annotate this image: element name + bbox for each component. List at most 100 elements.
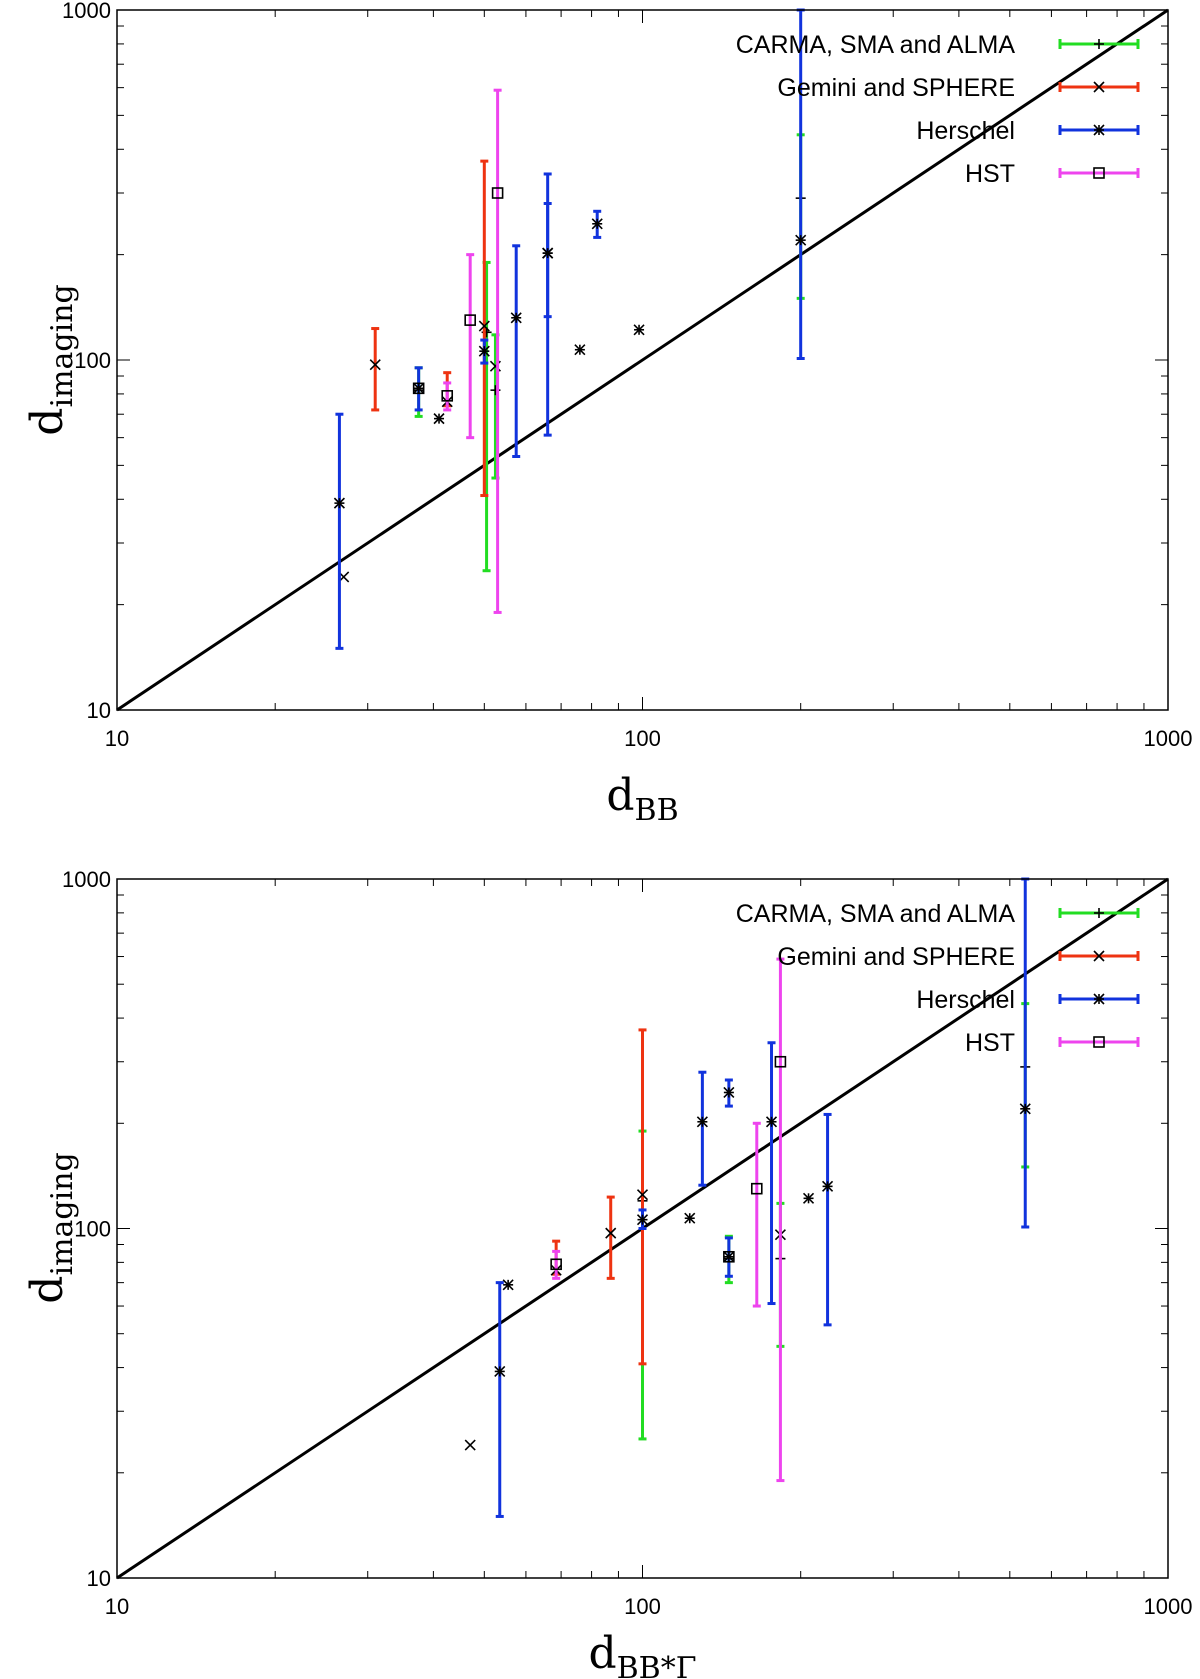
data-point bbox=[1019, 877, 1031, 1229]
y-axis-title-main: d bbox=[22, 1276, 73, 1304]
y-tick-label: 1000 bbox=[62, 0, 111, 23]
marker-star bbox=[510, 312, 522, 324]
data-point bbox=[412, 382, 425, 395]
legend-label: Herschel bbox=[916, 986, 1015, 1014]
data-point bbox=[765, 1041, 778, 1306]
data-point bbox=[633, 324, 645, 336]
marker-square bbox=[491, 187, 504, 199]
data-point bbox=[491, 88, 504, 614]
marker-stroke bbox=[605, 1227, 617, 1239]
marker-star bbox=[333, 497, 345, 509]
y-axis-title-main: d bbox=[22, 408, 73, 436]
series-square bbox=[550, 957, 787, 1483]
marker-star bbox=[574, 344, 586, 356]
x-axis-title-sub: BB bbox=[635, 793, 679, 828]
marker-star bbox=[1093, 993, 1105, 1005]
data-point bbox=[510, 244, 522, 459]
legend: CARMA, SMA and ALMA Gemini and SPHERE Hers… bbox=[736, 31, 1140, 188]
marker-star bbox=[433, 413, 445, 425]
marker-square bbox=[750, 1182, 763, 1195]
data-point bbox=[464, 1439, 476, 1451]
y-tick-label: 100 bbox=[74, 348, 111, 373]
marker-x bbox=[478, 320, 490, 332]
chart-panel-1: 10 100 1000 10 100 1000 CARMA, SMA and ALMA Gem… bbox=[22, 0, 1192, 828]
marker-stroke bbox=[1093, 81, 1105, 93]
data-point bbox=[802, 1192, 815, 1204]
data-point bbox=[441, 381, 454, 412]
marker-stroke bbox=[550, 1258, 562, 1271]
data-point bbox=[636, 1208, 649, 1230]
marker-x bbox=[636, 1189, 649, 1201]
data-point bbox=[464, 253, 476, 440]
series-plus bbox=[413, 133, 806, 573]
data-point bbox=[750, 1121, 763, 1308]
data-point bbox=[369, 327, 381, 412]
y-axis-title: dimaging bbox=[22, 1152, 80, 1303]
marker-square bbox=[1093, 167, 1105, 179]
marker-star bbox=[723, 1251, 735, 1263]
legend-label: Herschel bbox=[916, 117, 1015, 145]
data-point bbox=[723, 1250, 735, 1263]
data-point bbox=[550, 1249, 562, 1280]
y-axis-title-sub: imaging bbox=[45, 284, 80, 407]
legend-label: CARMA, SMA and ALMA bbox=[736, 31, 1016, 59]
legend-label: HST bbox=[965, 1029, 1015, 1057]
marker-x bbox=[1093, 950, 1105, 962]
marker-plus bbox=[1094, 908, 1104, 918]
x-tick-label: 100 bbox=[624, 726, 661, 751]
marker-star bbox=[413, 382, 425, 394]
marker-stroke bbox=[478, 320, 490, 332]
marker-plus bbox=[1094, 39, 1104, 49]
marker-star bbox=[802, 1192, 815, 1204]
marker-star bbox=[822, 1180, 834, 1192]
data-points bbox=[333, 8, 807, 650]
plot-frame bbox=[116, 9, 1169, 711]
marker-square bbox=[441, 390, 454, 402]
data-point bbox=[413, 366, 425, 412]
data-point bbox=[822, 1112, 834, 1327]
legend-label: HST bbox=[965, 160, 1015, 188]
data-point bbox=[684, 1212, 696, 1224]
marker-star bbox=[502, 1279, 514, 1291]
series-star bbox=[333, 8, 807, 650]
series-square bbox=[412, 88, 504, 614]
x-tick-label: 1000 bbox=[1144, 1594, 1193, 1619]
legend-label: Gemini and SPHERE bbox=[777, 943, 1015, 971]
marker-stroke bbox=[774, 1055, 787, 1068]
marker-square bbox=[550, 1258, 562, 1271]
x-axis-title-main: d bbox=[606, 770, 634, 821]
data-point bbox=[723, 1236, 735, 1278]
data-point bbox=[542, 201, 554, 319]
marker-stroke bbox=[464, 1439, 476, 1451]
marker-x bbox=[369, 359, 381, 371]
data-point bbox=[502, 1279, 514, 1291]
data-point bbox=[636, 1028, 649, 1366]
marker-stroke bbox=[1093, 167, 1105, 179]
y-tick-label: 10 bbox=[87, 698, 111, 723]
series-plus bbox=[637, 1002, 1031, 1441]
marker-square bbox=[723, 1250, 735, 1263]
legend-label: CARMA, SMA and ALMA bbox=[736, 900, 1016, 928]
data-point bbox=[795, 8, 807, 360]
data-point bbox=[478, 338, 490, 365]
data-points bbox=[464, 877, 1031, 1518]
data-point bbox=[723, 1078, 735, 1108]
marker-star bbox=[795, 234, 807, 246]
x-axis-title-main: d bbox=[588, 1628, 616, 1679]
marker-star bbox=[494, 1365, 506, 1377]
marker-star bbox=[696, 1116, 708, 1128]
legend-label: Gemini and SPHERE bbox=[777, 74, 1015, 102]
y-tick-label: 100 bbox=[74, 1217, 111, 1242]
marker-x bbox=[1093, 81, 1105, 93]
data-point bbox=[696, 1070, 708, 1187]
chart-panel-2: 10 100 1000 10 100 1000 CARMA, SMA and ALMA Gem… bbox=[22, 867, 1192, 1679]
series-star bbox=[494, 877, 1031, 1518]
marker-star bbox=[542, 247, 554, 259]
data-point bbox=[433, 413, 445, 425]
marker-star bbox=[1093, 124, 1105, 136]
marker-star bbox=[1019, 1103, 1031, 1115]
marker-square bbox=[412, 382, 425, 395]
marker-star bbox=[591, 218, 603, 230]
y-tick-label: 1000 bbox=[62, 867, 111, 892]
